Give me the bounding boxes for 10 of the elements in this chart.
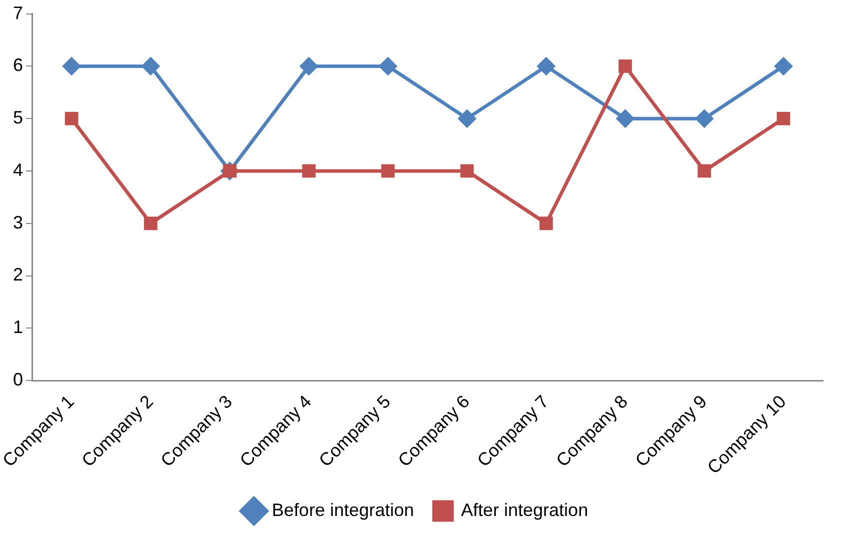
y-tick-label: 4 [12, 160, 24, 180]
y-tick-label: 1 [12, 317, 24, 338]
legend-label: After integration [461, 500, 588, 520]
legend-label: Before integration [272, 500, 414, 520]
y-tick-label: 5 [12, 108, 24, 128]
y-tick-label: 7 [12, 2, 24, 23]
y-tick-label: 2 [12, 264, 24, 285]
y-tick-label: 6 [12, 55, 24, 76]
y-tick-label: 3 [12, 212, 24, 232]
y-tick-label: 0 [12, 370, 24, 390]
